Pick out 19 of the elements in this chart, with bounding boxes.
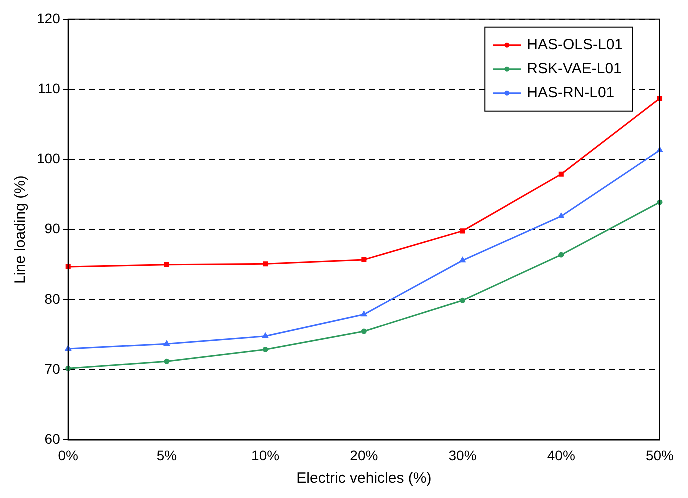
x-axis-title: Electric vehicles (%) — [296, 470, 432, 488]
y-tick-label: 100 — [37, 150, 61, 167]
x-tick-label: 0% — [58, 447, 78, 464]
x-tick-label: 50% — [646, 447, 674, 464]
x-tick-label: 30% — [448, 447, 477, 464]
y-tick-label: 110 — [38, 80, 61, 96]
y-tick-label: 120 — [37, 10, 61, 26]
y-tick-label: 60 — [44, 431, 61, 448]
y-tick-label: 70 — [44, 360, 61, 377]
legend-label: RSK-VAE-L01 — [527, 60, 622, 78]
y-axis-title: Line loading (%) — [12, 176, 30, 284]
x-tick-label: 10% — [252, 447, 280, 464]
x-tick-label: 40% — [547, 447, 576, 464]
legend-label: HAS-RN-L01 — [527, 84, 615, 102]
x-tick-label: 20% — [350, 447, 378, 464]
x-tick-label: 5% — [156, 447, 178, 464]
y-tick-label: 90 — [44, 220, 61, 237]
legend-label: HAS-OLS-L01 — [527, 36, 623, 54]
y-tick-label: 80 — [44, 290, 61, 307]
